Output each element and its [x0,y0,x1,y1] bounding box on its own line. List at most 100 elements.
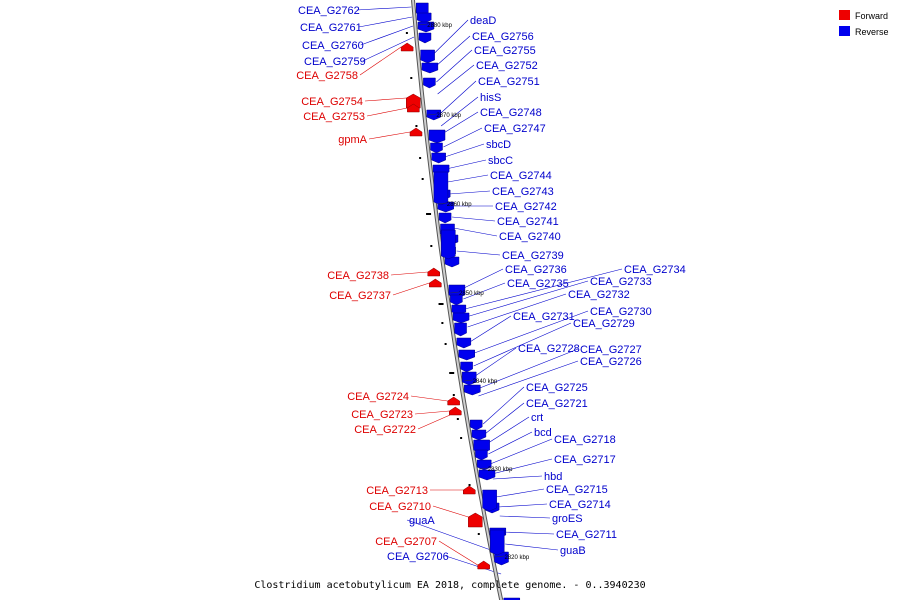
reverse-gene-block [475,449,488,461]
reverse-connector [360,25,414,46]
reverse-gene-label: CEA_G2730 [590,306,652,318]
forward-gene-block [429,278,442,288]
reverse-gene-label: CEA_G2733 [590,276,652,288]
forward-connector [438,540,478,566]
reverse-gene-block [471,429,487,441]
minor-mark [419,157,422,159]
reverse-gene-label: CEA_G2721 [526,398,588,410]
reverse-gene-label: CEA_G2711 [556,529,617,541]
reverse-gene-block [444,256,460,268]
reverse-gene-label: CEA_G2761 [300,22,362,34]
reverse-connector [439,80,477,115]
backbone-inner [412,0,503,600]
forward-connector [392,282,430,296]
reverse-gene-label: hisS [480,92,501,104]
reverse-gene-block [476,459,492,471]
reverse-connector [496,488,545,498]
reverse-connector [449,190,491,195]
reverse-connector [484,402,525,435]
reverse-gene-block [418,32,432,44]
forward-connector [417,414,451,430]
reverse-connector [490,438,553,465]
reverse-connector [477,348,579,390]
reverse-gene-block [454,322,467,337]
reverse-connector [433,19,469,55]
reverse-gene-label: CEA_G2718 [554,434,616,446]
forward-gene-label: CEA_G2754 [301,96,363,108]
tick-mark [427,113,437,116]
forward-gene-block [449,406,462,416]
forward-connector [359,46,402,76]
reverse-gene-label: CEA_G2717 [554,454,616,466]
forward-gene-label: CEA_G2707 [375,536,437,548]
gene-labels: CEA_G2758 CEA_G2754 CEA_G2753 gpmA CEA_G2738… [296,5,686,563]
reverse-connector [502,531,555,535]
legend-reverse: Reverse [839,26,889,37]
reverse-connector [475,347,517,377]
reverse-connector [463,282,506,300]
reverse-gene-label: CEA_G2742 [495,201,557,213]
reverse-gene-label: CEA_G2725 [526,382,588,394]
forward-gene-label: CEA_G2737 [329,290,391,302]
reverse-gene-block [482,489,497,512]
reverse-gene-label: CEA_G2755 [474,45,536,57]
legend-forward-swatch [839,10,850,20]
legend-reverse-label: Reverse [855,27,889,37]
reverse-connector [471,310,589,355]
reverse-gene-label: hbd [544,471,562,483]
reverse-connector [498,503,548,508]
reverse-gene-label: CEA_G2762 [298,5,360,17]
legend: Forward Reverse [839,10,889,37]
forward-connector [414,410,450,415]
reverse-gene-label: CEA_G2728 [518,343,580,355]
reverse-gene-block [494,551,509,566]
reverse-connector [453,227,498,237]
reverse-gene-label: guaB [560,545,586,557]
reverse-connector [478,360,579,397]
reverse-connector [362,36,415,62]
forward-gene-label: CEA_G2713 [366,485,428,497]
reverse-gene-block [433,171,449,206]
reverse-gene-label: CEA_G2744 [490,170,552,182]
reverse-gene-block [423,77,436,89]
minor-mark [468,484,471,486]
reverse-connector [446,159,487,170]
legend-forward: Forward [839,10,888,21]
forward-connector [432,505,469,518]
reverse-connector [437,64,475,95]
minor-gene-marks [405,32,480,535]
reverse-gene-label: CEA_G2756 [472,31,534,43]
minor-mark [415,125,418,127]
forward-gene-block [468,512,483,528]
reverse-connector [445,555,502,575]
reverse-connector [443,127,483,148]
minor-mark [405,32,408,34]
reverse-gene-block [430,142,443,154]
reverse-connector [473,322,572,367]
tick-label: 2880 kbp [427,23,452,29]
reverse-gene-label: CEA_G2706 [387,551,449,563]
forward-gene-label: CEA_G2710 [369,501,431,513]
reverse-gene-label: crt [531,412,543,424]
minor-mark [444,343,447,345]
reverse-connector [461,268,504,290]
reverse-gene-block [450,294,463,306]
reverse-gene-label: CEA_G2748 [480,107,542,119]
reverse-gene-label: CEA_G2726 [580,356,642,368]
forward-gene-label: CEA_G2738 [327,270,389,282]
reverse-connector [491,458,553,475]
reverse-gene-label: CEA_G2727 [580,344,642,356]
reverse-connector [452,216,496,222]
reverse-gene-label: CEA_G2759 [304,56,366,68]
reverse-gene-label: CEA_G2751 [478,76,540,88]
forward-gene-label: CEA_G2758 [296,70,358,82]
tick-label: 2870 kbp [436,113,461,119]
reverse-gene-label: CEA_G2731 [513,311,575,323]
reverse-connector [488,431,533,455]
minor-mark [452,394,455,396]
legend-reverse-swatch [839,26,850,36]
reverse-gene-label: CEA_G2735 [507,278,569,290]
reverse-connector [464,268,623,310]
reverse-gene-block [416,12,432,24]
